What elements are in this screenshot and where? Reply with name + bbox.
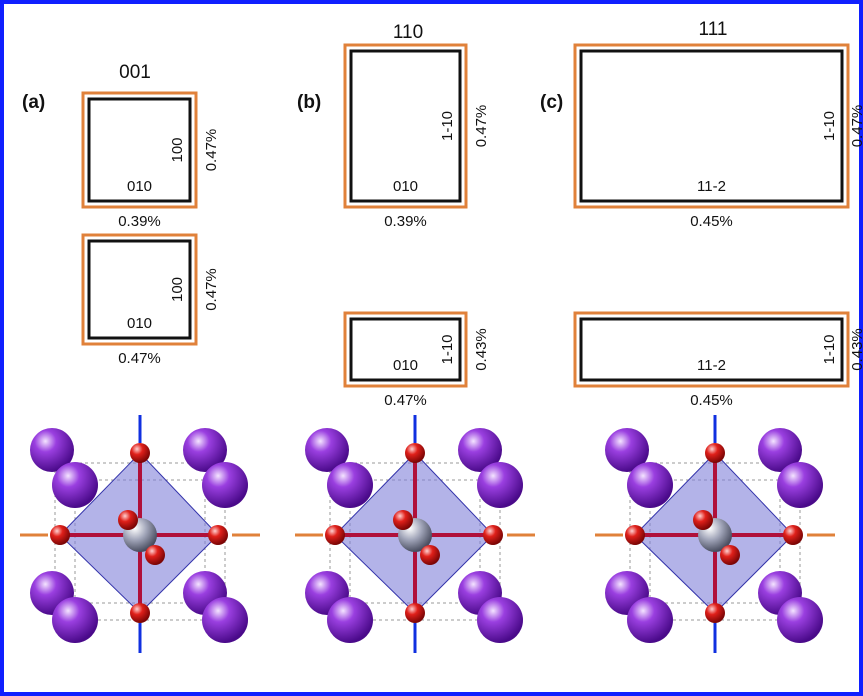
- oxygen: [130, 443, 150, 463]
- strain-box-outer: [343, 311, 468, 388]
- direction-label: 111: [699, 19, 728, 40]
- right-strain: 0.43%: [473, 328, 490, 371]
- panel-label: (c): [540, 92, 563, 113]
- oxygen: [50, 525, 70, 545]
- strain-box-inner: [349, 49, 462, 203]
- right-strain: 0.43%: [849, 328, 863, 371]
- bottom-direction: 010: [393, 357, 418, 374]
- cation-front: [477, 597, 523, 643]
- strain-box-outer: [81, 233, 198, 346]
- oxygen: [393, 510, 413, 530]
- bottom-direction: 010: [127, 178, 152, 195]
- strain-box-inner: [87, 239, 192, 340]
- cation-front: [202, 462, 248, 508]
- cation-back: [305, 428, 349, 472]
- right-strain: 0.47%: [203, 129, 220, 172]
- oxygen: [325, 525, 345, 545]
- side-direction: 1-10: [821, 334, 838, 364]
- strain-box-outer: [573, 43, 850, 209]
- strain-box-inner: [579, 317, 844, 382]
- oxygen: [405, 443, 425, 463]
- cation-back: [758, 428, 802, 472]
- cation-front: [777, 597, 823, 643]
- bottom-direction: 010: [393, 178, 418, 195]
- oxygen: [208, 525, 228, 545]
- crystal-structure: [20, 415, 260, 653]
- oxygen: [405, 603, 425, 623]
- oxygen: [705, 443, 725, 463]
- strain-box-outer: [343, 43, 468, 209]
- cation-back: [605, 428, 649, 472]
- panel-label: (a): [22, 92, 45, 113]
- crystal-structure: [295, 415, 535, 653]
- cation-front: [52, 597, 98, 643]
- oxygen: [145, 545, 165, 565]
- strain-box-outer: [573, 311, 850, 388]
- right-strain: 0.47%: [473, 105, 490, 148]
- cation-front: [202, 597, 248, 643]
- cation-back: [458, 428, 502, 472]
- oxygen: [625, 525, 645, 545]
- oxygen: [420, 545, 440, 565]
- bottom-strain: 0.47%: [118, 350, 161, 367]
- direction-label: 110: [393, 22, 423, 43]
- bottom-strain: 0.39%: [384, 213, 427, 230]
- cation-front: [52, 462, 98, 508]
- side-direction: 1-10: [439, 111, 456, 141]
- side-direction: 1-10: [821, 111, 838, 141]
- strain-box-inner: [87, 97, 192, 203]
- oxygen: [783, 525, 803, 545]
- oxygen: [118, 510, 138, 530]
- cation-back: [30, 428, 74, 472]
- oxygen: [130, 603, 150, 623]
- strain-box-inner: [579, 49, 844, 203]
- direction-label: 001: [119, 62, 151, 83]
- bottom-strain: 0.39%: [118, 213, 161, 230]
- cation-front: [327, 597, 373, 643]
- side-direction: 1-10: [439, 334, 456, 364]
- cation-back: [183, 428, 227, 472]
- bottom-strain: 0.45%: [690, 213, 733, 230]
- oxygen: [693, 510, 713, 530]
- strain-box-outer: [81, 91, 198, 209]
- bottom-strain: 0.47%: [384, 392, 427, 409]
- cation-front: [777, 462, 823, 508]
- strain-box-inner: [349, 317, 462, 382]
- bottom-direction: 010: [127, 315, 152, 332]
- bottom-direction: 11-2: [697, 357, 726, 374]
- crystal-structure: [595, 415, 835, 653]
- oxygen: [720, 545, 740, 565]
- right-strain: 0.47%: [203, 268, 220, 311]
- oxygen: [483, 525, 503, 545]
- right-strain: 0.47%: [849, 105, 863, 148]
- cation-front: [327, 462, 373, 508]
- bottom-direction: 11-2: [697, 178, 726, 195]
- side-direction: 100: [169, 137, 186, 162]
- side-direction: 100: [169, 277, 186, 302]
- panel-label: (b): [297, 92, 321, 113]
- cation-front: [627, 597, 673, 643]
- bottom-strain: 0.45%: [690, 392, 733, 409]
- cation-front: [627, 462, 673, 508]
- oxygen: [705, 603, 725, 623]
- cation-front: [477, 462, 523, 508]
